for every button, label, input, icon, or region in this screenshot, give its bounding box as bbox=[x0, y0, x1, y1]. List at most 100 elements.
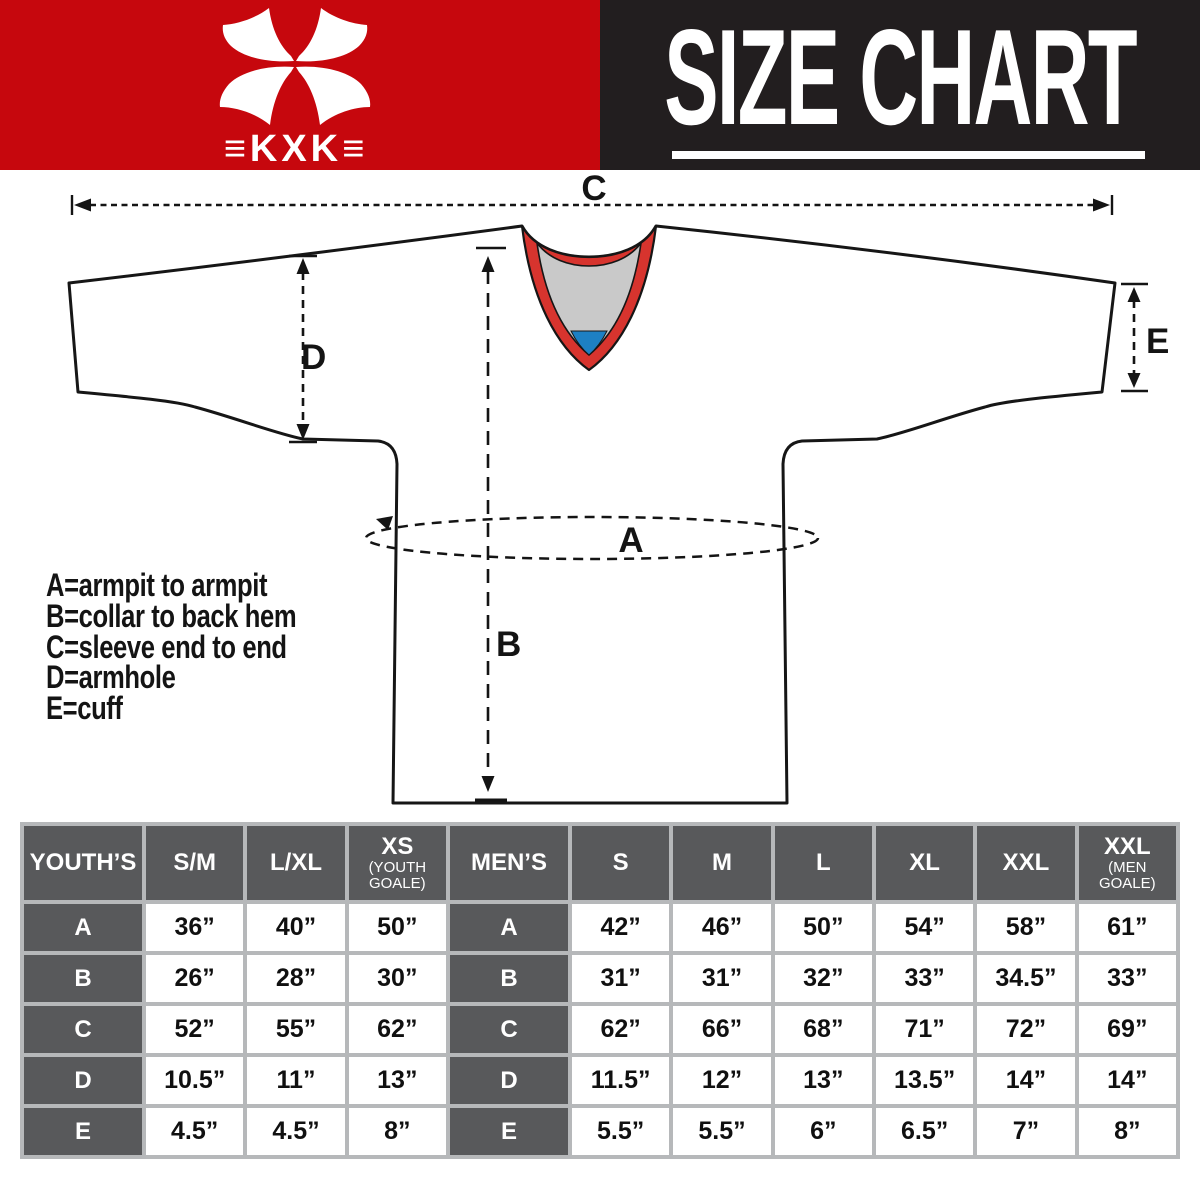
title-underline bbox=[672, 151, 1145, 159]
size-value-cell: 62” bbox=[348, 1006, 446, 1053]
size-value-cell: 36” bbox=[146, 904, 244, 951]
legend-line-c: C=sleeve end to end bbox=[46, 628, 287, 665]
size-value-cell: 68” bbox=[774, 1006, 872, 1053]
column-header-label: XL bbox=[909, 849, 940, 876]
size-value-cell: 32” bbox=[774, 955, 872, 1002]
brand-banner: ≡KXK≡ bbox=[0, 0, 600, 170]
column-header-label: XXL bbox=[1002, 849, 1050, 876]
legend-line-b: B=collar to back hem bbox=[46, 597, 297, 634]
size-value-cell: 6.5” bbox=[875, 1108, 974, 1155]
row-label-cell: D bbox=[24, 1057, 142, 1104]
column-header-sublabel: (MEN GOALE) bbox=[1098, 859, 1156, 892]
row-label-cell: D bbox=[449, 1057, 568, 1104]
size-value-cell: 30” bbox=[348, 955, 446, 1002]
size-value-cell: 42” bbox=[571, 904, 670, 951]
dimension-d-label: D bbox=[301, 338, 326, 377]
column-header-label: M bbox=[711, 849, 732, 876]
title-banner bbox=[600, 0, 1200, 170]
legend-line-e: E=cuff bbox=[46, 690, 123, 727]
size-value-cell: 50” bbox=[348, 904, 446, 951]
size-table-row: D 10.5” 11” 13” D 11.5” 12” 13” 13.5” 14” 14” bbox=[24, 1057, 1176, 1104]
column-header-label: XXL bbox=[1103, 833, 1151, 860]
row-label-cell: E bbox=[24, 1108, 142, 1155]
size-value-cell: 34.5” bbox=[977, 955, 1075, 1002]
size-value-cell: 69” bbox=[1078, 1006, 1176, 1053]
size-table-row: B 26” 28” 30” B 31” 31” 32” 33” 34.5” 33” bbox=[24, 955, 1176, 1002]
size-table-column-header: XS (YOUTH GOALE) bbox=[348, 826, 446, 900]
size-value-cell: 13” bbox=[348, 1057, 446, 1104]
dimension-a: A bbox=[364, 515, 820, 561]
size-value-cell: 55” bbox=[247, 1006, 345, 1053]
row-label-cell: A bbox=[24, 904, 142, 951]
row-label-cell: C bbox=[449, 1006, 568, 1053]
row-label-cell: B bbox=[24, 955, 142, 1002]
size-value-cell: 28” bbox=[247, 955, 345, 1002]
measurement-legend: A=armpit to armpit B=collar to back hem … bbox=[46, 567, 382, 727]
row-label-cell: C bbox=[24, 1006, 142, 1053]
size-value-cell: 13” bbox=[774, 1057, 872, 1104]
size-value-cell: 26” bbox=[146, 955, 244, 1002]
row-label-cell: A bbox=[449, 904, 568, 951]
collar-inner-gray bbox=[536, 242, 642, 356]
dimension-d: D bbox=[289, 254, 326, 444]
legend-line-a: A=armpit to armpit bbox=[46, 567, 268, 603]
size-value-cell: 6” bbox=[774, 1108, 872, 1155]
size-table-row: E 4.5” 4.5” 8” E 5.5” 5.5” 6” 6.5” 7” 8” bbox=[24, 1108, 1176, 1155]
page-title: SIZE CHART bbox=[664, 1, 1137, 153]
size-value-cell: 31” bbox=[571, 955, 670, 1002]
size-value-cell: 31” bbox=[673, 955, 771, 1002]
column-header-label: YOUTH’S bbox=[29, 849, 137, 876]
size-table-column-header: XL bbox=[875, 826, 974, 900]
size-table-column-header: M bbox=[673, 826, 771, 900]
size-value-cell: 50” bbox=[774, 904, 872, 951]
legend-line-d: D=armhole bbox=[46, 659, 176, 696]
size-value-cell: 62” bbox=[571, 1006, 670, 1053]
collar bbox=[520, 224, 658, 372]
size-value-cell: 5.5” bbox=[571, 1108, 670, 1155]
size-table-row: A 36” 40” 50” A 42” 46” 50” 54” 58” 61” bbox=[24, 904, 1176, 951]
size-table-column-header: S/M bbox=[146, 826, 244, 900]
size-value-cell: 61” bbox=[1078, 904, 1176, 951]
size-value-cell: 10.5” bbox=[146, 1057, 244, 1104]
size-value-cell: 14” bbox=[1078, 1057, 1176, 1104]
size-table-row: C 52” 55” 62” C 62” 66” 68” 71” 72” 69” bbox=[24, 1006, 1176, 1053]
size-value-cell: 72” bbox=[977, 1006, 1075, 1053]
size-value-cell: 58” bbox=[977, 904, 1075, 951]
size-table-column-header: XXL bbox=[977, 826, 1075, 900]
dimension-c: C bbox=[70, 170, 1114, 215]
dimension-a-label: A bbox=[618, 521, 643, 560]
size-value-cell: 11” bbox=[247, 1057, 345, 1104]
jersey-outline bbox=[67, 224, 1117, 805]
column-header-label: L/XL bbox=[269, 849, 322, 876]
size-value-cell: 4.5” bbox=[146, 1108, 244, 1155]
size-table-column-header: XXL (MEN GOALE) bbox=[1078, 826, 1176, 900]
size-table-section-header: YOUTH’S bbox=[24, 826, 142, 900]
dimension-c-label: C bbox=[581, 170, 606, 208]
page-title-wrap: SIZE CHART bbox=[600, 1, 1200, 153]
row-label-cell: B bbox=[449, 955, 568, 1002]
dimension-b-label: B bbox=[496, 625, 521, 664]
column-header-label: MEN’S bbox=[470, 849, 547, 876]
size-value-cell: 52” bbox=[146, 1006, 244, 1053]
column-header-label: L bbox=[815, 849, 831, 876]
column-header-label: S bbox=[612, 849, 629, 876]
size-value-cell: 33” bbox=[1078, 955, 1176, 1002]
brand-logo-text: ≡KXK≡ bbox=[223, 128, 369, 170]
column-header-label: S/M bbox=[173, 849, 216, 876]
size-value-cell: 8” bbox=[348, 1108, 446, 1155]
size-value-cell: 8” bbox=[1078, 1108, 1176, 1155]
size-value-cell: 11.5” bbox=[571, 1057, 670, 1104]
size-table-column-header: L/XL bbox=[247, 826, 345, 900]
column-header-label: XS bbox=[381, 833, 414, 860]
column-header-sublabel: (YOUTH GOALE) bbox=[368, 859, 427, 892]
dimension-e: E bbox=[1121, 282, 1169, 393]
size-value-cell: 66” bbox=[673, 1006, 771, 1053]
size-value-cell: 54” bbox=[875, 904, 974, 951]
size-value-cell: 5.5” bbox=[673, 1108, 771, 1155]
dimension-e-label: E bbox=[1146, 322, 1169, 361]
size-table-column-header: S bbox=[571, 826, 670, 900]
dimension-b: B bbox=[475, 246, 521, 802]
size-table: YOUTH’S S/M L/XL XS (YOUTH GOALE) MEN’S S M L XL X… bbox=[20, 822, 1180, 1159]
size-table-section-header: MEN’S bbox=[449, 826, 568, 900]
size-value-cell: 12” bbox=[673, 1057, 771, 1104]
